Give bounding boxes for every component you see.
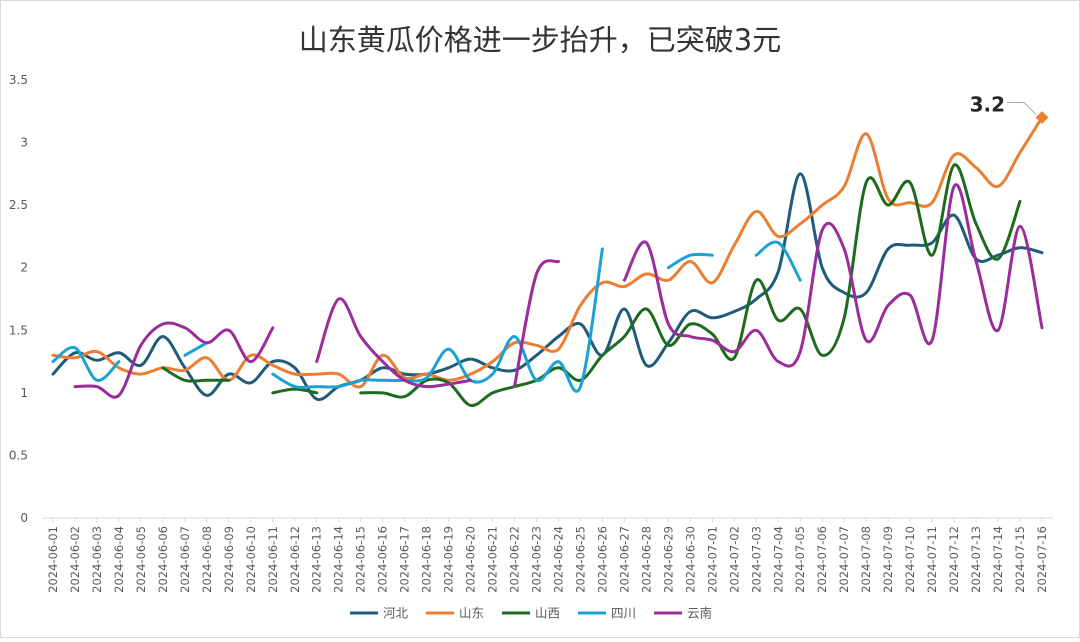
x-tick-label: 2024-06-29 [661, 526, 675, 593]
x-tick-label: 2024-07-12 [947, 526, 961, 593]
x-tick-label: 2024-06-12 [288, 526, 302, 593]
x-tick-label: 2024-06-30 [683, 526, 697, 593]
legend-label: 四川 [611, 606, 636, 621]
x-tick-label: 2024-06-19 [442, 526, 456, 593]
x-tick-label: 2024-06-20 [464, 526, 478, 593]
legend: 河北 山东 山西 四川 云南 [350, 606, 712, 621]
series-line [51, 116, 1044, 389]
y-tick-label: 3 [20, 136, 28, 150]
legend-item: 云南 [654, 606, 712, 621]
annotation-leader [1007, 102, 1037, 115]
legend-item: 四川 [578, 606, 636, 621]
x-tick-label: 2024-07-07 [837, 526, 851, 593]
x-tick-label: 2024-06-28 [639, 526, 653, 593]
series-line [315, 297, 473, 389]
x-tick-label: 2024-06-08 [200, 526, 214, 593]
x-tick-label: 2024-07-08 [859, 526, 873, 593]
x-tick-label: 2024-06-09 [222, 526, 236, 593]
y-tick-label: 1 [20, 386, 28, 400]
series-line [622, 183, 1044, 368]
x-tick-label: 2024-07-15 [1013, 526, 1027, 593]
x-tick-label: 2024-06-03 [90, 526, 104, 593]
x-tick-label: 2024-06-07 [178, 526, 192, 593]
x-tick-label: 2024-06-25 [573, 526, 587, 593]
x-tick-label: 2024-07-10 [903, 526, 917, 593]
x-tick-label: 2024-07-01 [705, 526, 719, 593]
series-line [513, 259, 560, 389]
x-tick-label: 2024-06-16 [376, 526, 390, 593]
y-tick-label: 1.5 [9, 323, 28, 337]
x-tick-label: 2024-06-27 [617, 526, 631, 593]
y-tick-label: 3.5 [9, 73, 28, 87]
y-tick-label: 2 [20, 261, 28, 275]
x-tick-label: 2024-07-11 [925, 526, 939, 593]
series-layer [51, 116, 1044, 407]
x-tick-label: 2024-07-04 [771, 526, 785, 593]
x-tick-label: 2024-06-01 [46, 526, 60, 593]
legend-label: 山西 [535, 606, 560, 621]
series-line [666, 252, 714, 270]
x-tick-label: 2024-06-17 [398, 526, 412, 593]
legend-item: 山西 [502, 606, 560, 621]
legend-label: 云南 [687, 606, 712, 621]
x-tick-label: 2024-06-06 [156, 526, 170, 593]
x-tick-label: 2024-06-18 [420, 526, 434, 593]
x-tick-label: 2024-07-09 [881, 526, 895, 593]
series-line [359, 163, 1022, 407]
x-tick-label: 2024-07-02 [727, 526, 741, 593]
x-tick-label: 2024-06-23 [530, 526, 544, 593]
x-tick-label: 2024-06-15 [354, 526, 368, 593]
x-tick-label: 2024-06-02 [68, 526, 82, 593]
x-tick-label: 2024-06-14 [332, 526, 346, 593]
x-tick-label: 2024-06-05 [134, 526, 148, 593]
x-tick-label: 2024-06-24 [551, 526, 565, 593]
x-tick-label: 2024-06-04 [112, 526, 126, 593]
x-tick-label: 2024-07-16 [1035, 526, 1049, 593]
y-tick-label: 0.5 [9, 448, 28, 462]
x-tick-label: 2024-06-11 [266, 526, 280, 593]
x-tick-label: 2024-06-22 [508, 526, 522, 593]
x-tick-label: 2024-07-05 [793, 526, 807, 593]
legend-item: 河北 [350, 606, 409, 621]
x-axis: 2024-06-01 2024-06-02 2024-06-03 2024-06-04… [42, 517, 1053, 593]
series-line [754, 240, 802, 282]
annotation-label: 3.2 [970, 93, 1005, 117]
x-tick-label: 2024-07-03 [749, 526, 763, 593]
x-tick-label: 2024-07-06 [815, 526, 829, 593]
series-line [271, 387, 319, 395]
series-line [73, 321, 275, 399]
chart-title: 山东黄瓜价格进一步抬升，已突破3元 [299, 23, 781, 57]
x-tick-label: 2024-06-10 [244, 526, 258, 593]
legend-item: 山东 [426, 606, 484, 621]
x-tick-label: 2024-07-14 [991, 526, 1005, 593]
y-tick-label: 2.5 [9, 198, 28, 212]
series-3 [51, 240, 802, 393]
x-tick-label: 2024-07-13 [969, 526, 983, 593]
series-2 [161, 163, 1022, 407]
y-axis: 0 0.5 1 1.5 2 2.5 3 3.5 [9, 73, 28, 525]
y-tick-label: 0 [20, 511, 28, 525]
x-tick-label: 2024-06-26 [595, 526, 609, 593]
series-line [161, 366, 231, 383]
series-1 [51, 116, 1044, 389]
series-4 [73, 183, 1044, 399]
annotation-layer: 3.2 [970, 93, 1049, 124]
series-line [271, 247, 604, 393]
x-tick-label: 2024-06-21 [486, 526, 500, 593]
legend-label: 山东 [459, 606, 484, 621]
series-line [51, 345, 121, 382]
legend-label: 河北 [383, 606, 409, 621]
x-tick-label: 2024-06-13 [310, 526, 324, 593]
